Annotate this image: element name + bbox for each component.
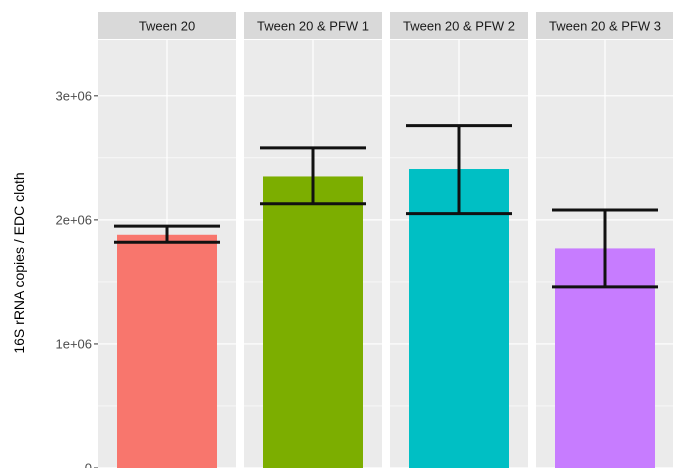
facet-panel: Tween 20 & PFW 1 [244,12,382,468]
y-tick-label: 1e+06 [55,336,92,351]
facet-panel: Tween 20 [98,12,236,468]
facet-strip-label: Tween 20 & PFW 3 [549,19,661,34]
facet-panels: Tween 20 Tween 20 & PFW 1 Tween 20 & PFW 2… [98,12,673,468]
facet-strip [98,12,236,39]
bar [117,234,217,468]
facet-strip [390,12,528,39]
error-bar [260,146,366,206]
facet-strip [536,12,673,39]
facet-strip-label: Tween 20 & PFW 2 [403,19,515,34]
y-tick-label: 0 [85,461,92,468]
facet-strip [244,12,382,39]
bar [263,176,363,468]
y-tick-label: 3e+06 [55,88,92,103]
y-axis: 0 1e+06 2e+06 3e+06 [55,88,98,468]
facet-strip-label: Tween 20 [139,19,195,34]
error-bar [114,224,220,244]
facet-panel: Tween 20 & PFW 3 [536,12,673,468]
bar [409,169,509,468]
y-axis-title: 16S rRNA copies / EDC cloth [11,172,27,353]
y-tick-label: 2e+06 [55,212,92,227]
error-bar [406,124,512,216]
facet-panel: Tween 20 & PFW 2 [390,12,528,468]
error-bar [552,208,658,289]
facet-strip-label: Tween 20 & PFW 1 [257,19,369,34]
